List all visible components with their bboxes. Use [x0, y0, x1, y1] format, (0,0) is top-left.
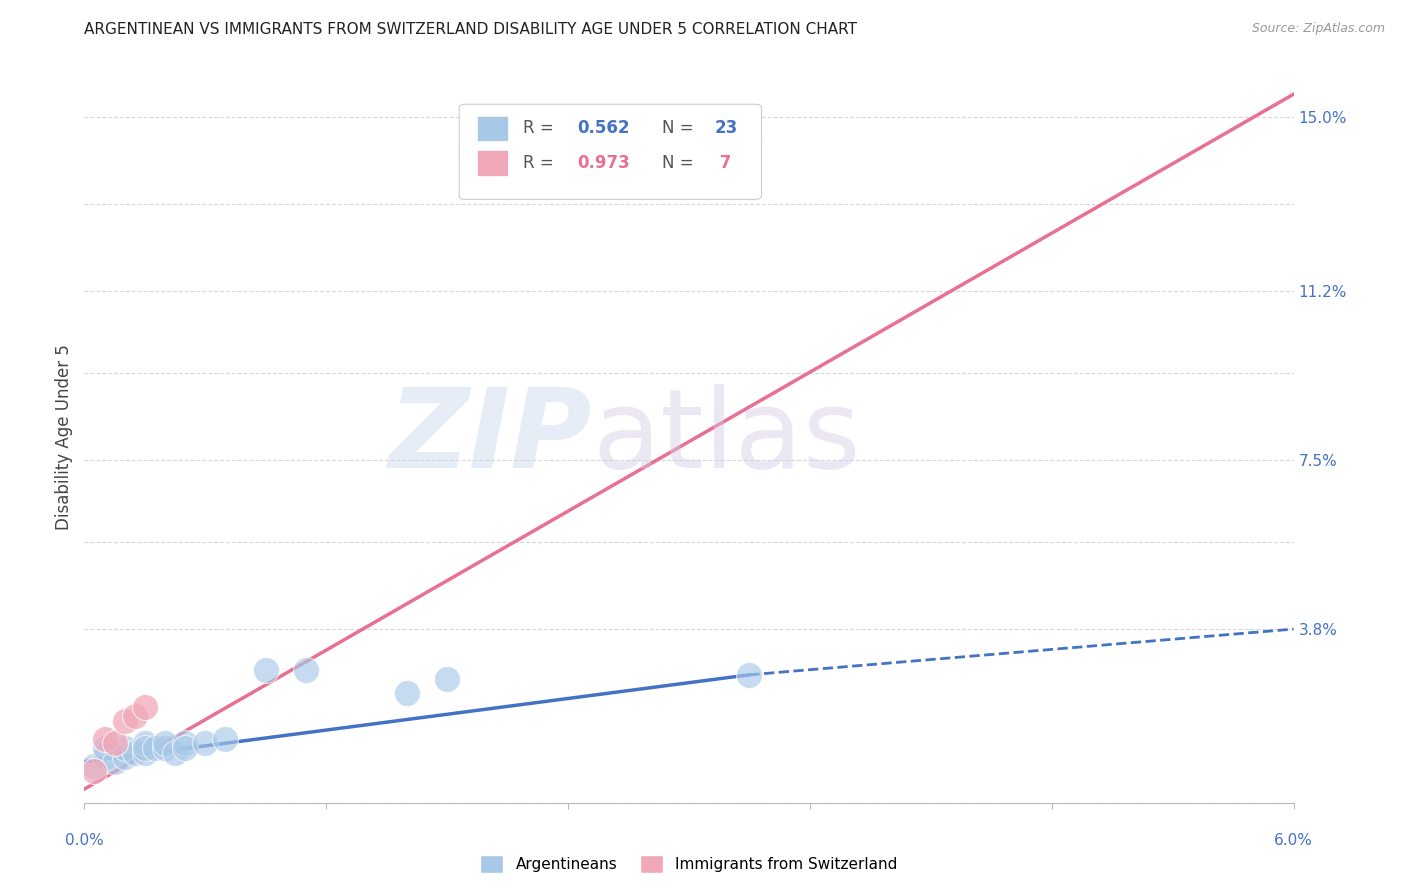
FancyBboxPatch shape — [478, 116, 508, 141]
Point — [153, 736, 176, 750]
Text: ZIP: ZIP — [388, 384, 592, 491]
Point — [134, 736, 156, 750]
Point — [153, 740, 176, 755]
Point — [738, 667, 761, 681]
Point — [254, 663, 277, 677]
Text: 7: 7 — [714, 153, 731, 172]
Text: R =: R = — [523, 120, 560, 137]
Text: N =: N = — [662, 120, 699, 137]
Text: Source: ZipAtlas.com: Source: ZipAtlas.com — [1251, 22, 1385, 36]
Point — [214, 731, 236, 746]
Point — [83, 759, 105, 773]
Point — [134, 699, 156, 714]
Text: ARGENTINEAN VS IMMIGRANTS FROM SWITZERLAND DISABILITY AGE UNDER 5 CORRELATION CH: ARGENTINEAN VS IMMIGRANTS FROM SWITZERLA… — [84, 22, 858, 37]
Point — [114, 714, 136, 728]
Point — [93, 731, 115, 746]
Legend: Argentineans, Immigrants from Switzerland: Argentineans, Immigrants from Switzerlan… — [474, 848, 904, 880]
Point — [165, 746, 187, 760]
Point — [124, 746, 146, 760]
Point — [93, 740, 115, 755]
Text: 0.973: 0.973 — [578, 153, 630, 172]
Point — [395, 686, 418, 700]
Point — [134, 740, 156, 755]
Point — [143, 740, 166, 755]
Point — [436, 673, 458, 687]
Text: R =: R = — [523, 153, 560, 172]
Y-axis label: Disability Age Under 5: Disability Age Under 5 — [55, 344, 73, 530]
Text: 0.562: 0.562 — [578, 120, 630, 137]
Point — [738, 133, 761, 147]
Text: N =: N = — [662, 153, 699, 172]
Point — [114, 740, 136, 755]
Text: 0.0%: 0.0% — [65, 833, 104, 848]
Point — [93, 750, 115, 764]
Point — [174, 740, 197, 755]
Point — [104, 755, 127, 769]
Text: 23: 23 — [714, 120, 738, 137]
Point — [124, 709, 146, 723]
FancyBboxPatch shape — [460, 104, 762, 200]
Point — [104, 736, 127, 750]
Point — [174, 736, 197, 750]
Point — [83, 764, 105, 778]
Text: atlas: atlas — [592, 384, 860, 491]
Point — [134, 746, 156, 760]
Point — [114, 750, 136, 764]
Point — [194, 736, 217, 750]
FancyBboxPatch shape — [478, 150, 508, 176]
Text: 6.0%: 6.0% — [1274, 833, 1313, 848]
Point — [295, 663, 318, 677]
